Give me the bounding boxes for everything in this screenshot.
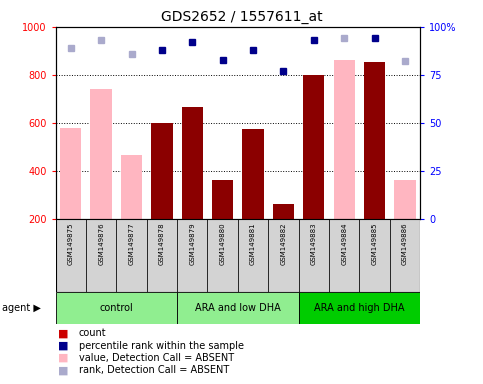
Bar: [303, 75, 325, 219]
Text: GSM149876: GSM149876: [98, 223, 104, 265]
Bar: [86, 219, 116, 292]
Bar: [395, 180, 416, 219]
Text: GSM149879: GSM149879: [189, 223, 195, 265]
Bar: [212, 180, 233, 219]
Bar: [177, 219, 208, 292]
Text: GSM149882: GSM149882: [281, 223, 286, 265]
Text: GSM149885: GSM149885: [371, 223, 378, 265]
Bar: [364, 62, 385, 219]
Bar: [298, 292, 420, 324]
Text: GSM149878: GSM149878: [159, 223, 165, 265]
Text: control: control: [99, 303, 133, 313]
Text: GSM149875: GSM149875: [68, 223, 74, 265]
Bar: [208, 219, 238, 292]
Bar: [56, 219, 86, 292]
Bar: [56, 292, 177, 324]
Text: value, Detection Call = ABSENT: value, Detection Call = ABSENT: [79, 353, 234, 363]
Text: count: count: [79, 328, 106, 338]
Text: ■: ■: [58, 353, 69, 363]
Text: ■: ■: [58, 341, 69, 351]
Text: GSM149884: GSM149884: [341, 223, 347, 265]
Bar: [273, 204, 294, 219]
Bar: [298, 219, 329, 292]
Text: rank, Detection Call = ABSENT: rank, Detection Call = ABSENT: [79, 365, 229, 375]
Bar: [121, 155, 142, 219]
Text: percentile rank within the sample: percentile rank within the sample: [79, 341, 244, 351]
Bar: [177, 292, 298, 324]
Bar: [60, 127, 81, 219]
Text: GSM149883: GSM149883: [311, 223, 317, 265]
Bar: [329, 219, 359, 292]
Text: GSM149880: GSM149880: [220, 223, 226, 265]
Bar: [359, 219, 390, 292]
Bar: [116, 219, 147, 292]
Text: GSM149886: GSM149886: [402, 223, 408, 265]
Text: ARA and low DHA: ARA and low DHA: [195, 303, 281, 313]
Bar: [238, 219, 268, 292]
Text: GSM149877: GSM149877: [128, 223, 135, 265]
Text: GSM149881: GSM149881: [250, 223, 256, 265]
Bar: [147, 219, 177, 292]
Text: ARA and high DHA: ARA and high DHA: [314, 303, 405, 313]
Bar: [182, 107, 203, 219]
Bar: [242, 129, 264, 219]
Text: GDS2652 / 1557611_at: GDS2652 / 1557611_at: [161, 10, 322, 23]
Bar: [151, 123, 172, 219]
Bar: [334, 61, 355, 219]
Bar: [90, 89, 112, 219]
Bar: [268, 219, 298, 292]
Text: ■: ■: [58, 328, 69, 338]
Text: ■: ■: [58, 365, 69, 375]
Text: agent ▶: agent ▶: [2, 303, 41, 313]
Bar: [390, 219, 420, 292]
